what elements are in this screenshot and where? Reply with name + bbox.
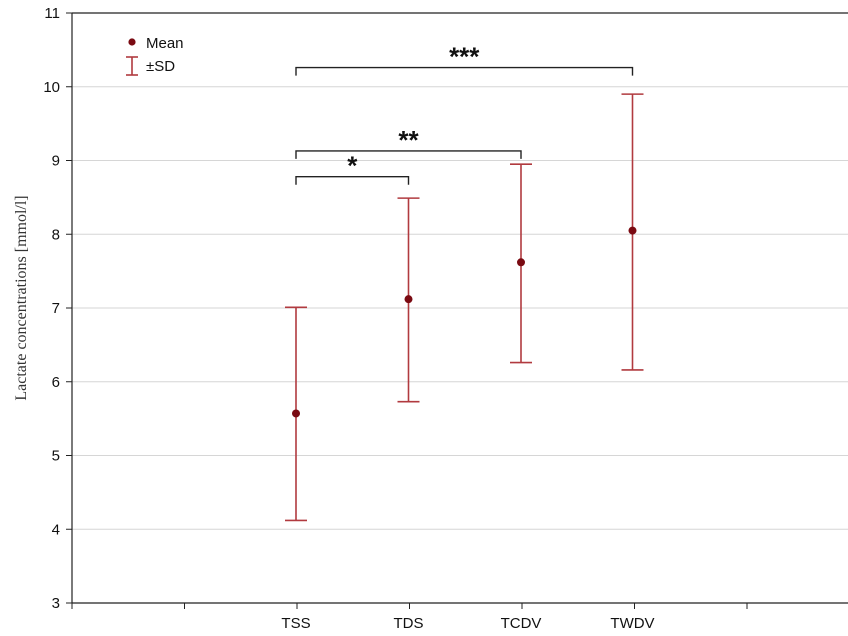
y-tick-label: 9 (52, 153, 60, 170)
mean-point (628, 226, 637, 235)
y-tick-label: 5 (52, 448, 60, 465)
y-tick-label: 4 (52, 521, 60, 538)
legend-mean-label: Mean (146, 35, 184, 52)
mean-points (292, 226, 637, 418)
bracket-line (295, 150, 522, 159)
significance-label: ** (398, 125, 419, 155)
bracket-line (295, 66, 634, 76)
mean-point (517, 258, 525, 267)
y-tick-label: 7 (52, 300, 60, 317)
x-tick-label: TDS (394, 615, 424, 632)
error-bars (285, 93, 644, 522)
legend-sd-label: ±SD (146, 58, 175, 75)
significance-bracket: ** (295, 125, 522, 159)
y-axis-label: Lactate concentrations [mmol/l] (13, 195, 30, 400)
y-tick-labels: 3 4 5 6 7 8 9 10 11 (43, 5, 60, 612)
mean-point (292, 409, 300, 418)
y-tick-label: 6 (52, 374, 60, 391)
x-tick-label: TWDV (610, 615, 654, 632)
significance-label: * (347, 151, 358, 181)
significance-label: *** (449, 42, 480, 72)
legend-mean-marker (128, 38, 136, 46)
y-tick-label: 11 (44, 5, 60, 22)
x-tick-labels: TSS TDS TCDV TWDV (281, 615, 654, 632)
x-tick-label: TSS (281, 615, 310, 632)
y-tick-label: 10 (43, 79, 60, 96)
significance-brackets: ****** (295, 42, 634, 185)
y-tick-label: 3 (52, 595, 60, 612)
axes (66, 12, 848, 609)
y-tick-label: 8 (52, 226, 60, 243)
significance-bracket: *** (295, 42, 634, 76)
mean-point (404, 295, 413, 304)
bracket-line (295, 176, 410, 185)
grid-lines (72, 86, 848, 530)
legend: Mean ±SD (126, 35, 184, 76)
significance-bracket: * (295, 151, 410, 185)
x-tick-label: TCDV (501, 615, 542, 632)
